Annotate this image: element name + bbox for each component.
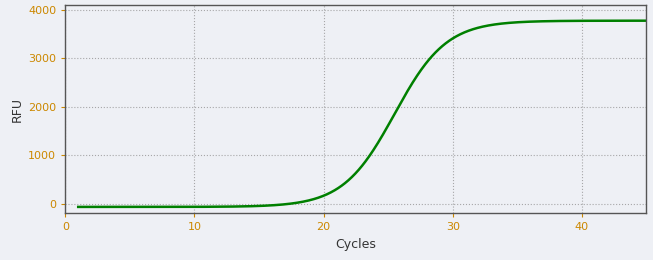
X-axis label: Cycles: Cycles xyxy=(336,238,376,251)
Y-axis label: RFU: RFU xyxy=(11,97,24,122)
